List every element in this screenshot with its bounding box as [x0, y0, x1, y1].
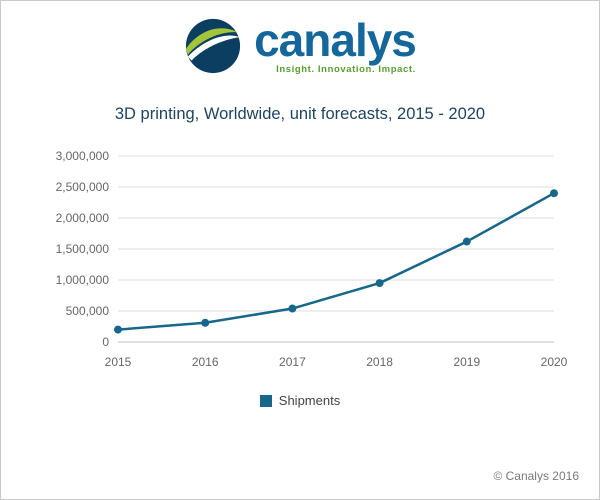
brand-tagline: Insight. Innovation. Impact.: [276, 63, 416, 75]
svg-text:1,500,000: 1,500,000: [56, 242, 110, 256]
svg-text:2018: 2018: [366, 355, 393, 369]
svg-text:1,000,000: 1,000,000: [56, 273, 110, 287]
chart-area: 0 500,000 1,000,000 1,500,000 2,000,000 2,500…: [1, 144, 599, 381]
canalys-globe-icon: [186, 18, 241, 74]
legend-label: Shipments: [278, 393, 341, 408]
canalys-logo: canalys Insight. Innovation. Impact.: [1, 1, 599, 75]
svg-text:2,000,000: 2,000,000: [56, 211, 110, 225]
chart-legend: Shipments: [1, 393, 599, 408]
svg-text:500,000: 500,000: [66, 304, 110, 318]
svg-text:2017: 2017: [279, 355, 306, 369]
brand-wordmark: canalys: [254, 13, 417, 66]
legend-swatch: [259, 394, 272, 407]
shipments-line-chart: 0 500,000 1,000,000 1,500,000 2,000,000 2,500…: [56, 149, 568, 369]
svg-text:3,000,000: 3,000,000: [56, 149, 110, 163]
svg-text:2016: 2016: [192, 355, 219, 369]
svg-text:2,500,000: 2,500,000: [56, 180, 110, 194]
chart-title: 3D printing, Worldwide, unit forecasts, …: [114, 105, 486, 123]
brand-text-block: canalys Insight. Innovation. Impact.: [254, 13, 417, 75]
copyright-text: © Canalys 2016: [493, 469, 579, 483]
svg-text:0: 0: [102, 335, 109, 349]
svg-text:2019: 2019: [453, 355, 480, 369]
svg-text:2015: 2015: [105, 355, 132, 369]
svg-text:2020: 2020: [541, 355, 568, 369]
